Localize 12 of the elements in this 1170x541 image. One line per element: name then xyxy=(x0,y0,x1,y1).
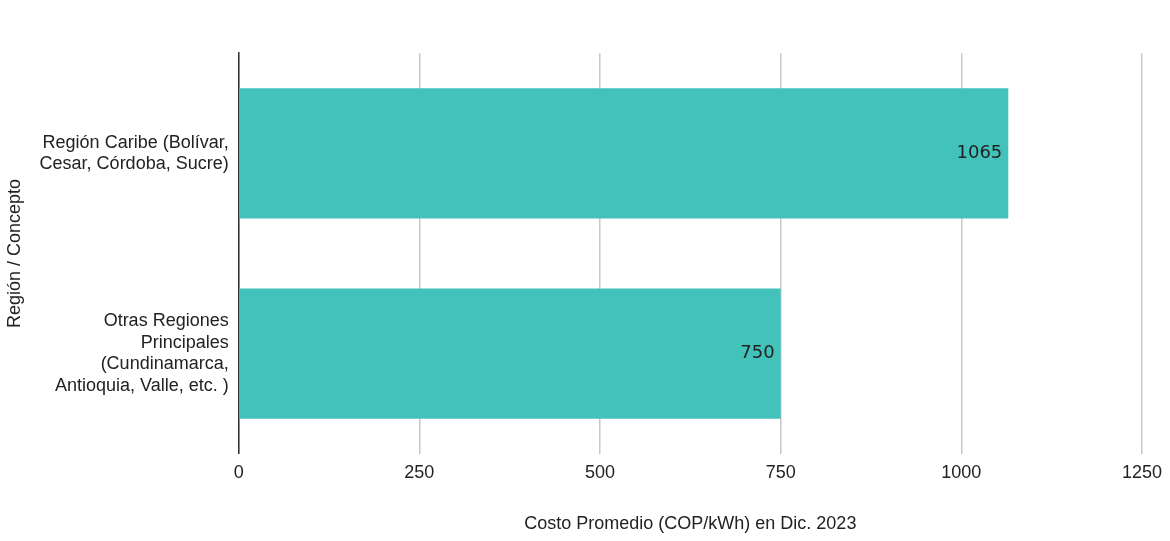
x-tick-label: 1000 xyxy=(941,461,982,482)
data-label: 750 xyxy=(740,341,775,363)
x-tick-label: 0 xyxy=(233,461,244,482)
y-tick-label: Otras Regiones Principales (Cundinamarca, Antioquia, Valle, etc. ) xyxy=(54,310,229,396)
x-tick-label: 250 xyxy=(404,461,435,482)
x-tick-label: 1250 xyxy=(1121,461,1162,482)
x-tick-label: 750 xyxy=(765,461,796,482)
x-axis-title: Costo Promedio (COP/kWh) en Dic. 2023 xyxy=(524,513,857,534)
x-tick-label: 500 xyxy=(584,461,616,482)
data-label: 1065 xyxy=(956,141,1003,163)
y-axis-title: Región / Concepto xyxy=(3,178,24,329)
y-tick-label: Región Caribe (Bolívar, Cesar, Córdoba, Sucre) xyxy=(39,131,229,174)
